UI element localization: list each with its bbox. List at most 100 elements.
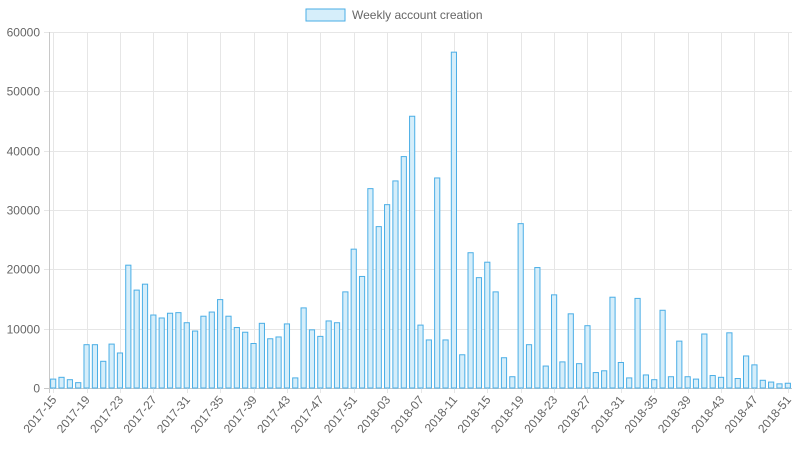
bar[interactable] bbox=[242, 331, 249, 389]
bar[interactable] bbox=[75, 382, 82, 389]
bar[interactable] bbox=[267, 338, 274, 389]
bar[interactable] bbox=[275, 336, 282, 389]
bar[interactable] bbox=[550, 294, 558, 389]
bar[interactable] bbox=[141, 283, 149, 389]
bar[interactable] bbox=[392, 180, 399, 389]
bar[interactable] bbox=[534, 267, 541, 389]
bar[interactable] bbox=[342, 291, 349, 389]
bar[interactable] bbox=[601, 370, 608, 389]
bar[interactable] bbox=[434, 177, 441, 389]
bar[interactable] bbox=[292, 377, 299, 389]
legend[interactable]: Weekly account creation bbox=[305, 8, 483, 22]
bar[interactable] bbox=[116, 352, 124, 389]
bar[interactable] bbox=[58, 376, 65, 389]
bar[interactable] bbox=[358, 275, 366, 389]
bar[interactable] bbox=[83, 344, 90, 389]
bar[interactable] bbox=[692, 378, 700, 389]
bar[interactable] bbox=[133, 289, 140, 389]
x-tick-label: 2018-19 bbox=[488, 393, 527, 436]
x-tick-label: 2017-15 bbox=[20, 393, 59, 436]
bar[interactable] bbox=[717, 376, 725, 389]
bar[interactable] bbox=[333, 322, 341, 389]
legend-swatch[interactable] bbox=[305, 8, 346, 22]
x-tick-label: 2017-43 bbox=[254, 393, 293, 436]
bar[interactable] bbox=[509, 376, 516, 389]
bar[interactable] bbox=[233, 326, 240, 389]
bar[interactable] bbox=[768, 381, 775, 389]
bar[interactable] bbox=[467, 252, 474, 389]
bar[interactable] bbox=[400, 156, 407, 389]
bar[interactable] bbox=[108, 343, 115, 389]
bar[interactable] bbox=[50, 378, 57, 389]
x-tick-label: 2018-11 bbox=[422, 393, 461, 435]
bar[interactable] bbox=[559, 361, 566, 389]
bar[interactable] bbox=[425, 339, 432, 389]
bar[interactable] bbox=[150, 314, 157, 389]
bar[interactable] bbox=[166, 312, 174, 389]
bar[interactable] bbox=[384, 204, 391, 389]
x-tick-label: 2017-27 bbox=[121, 393, 160, 436]
bar[interactable] bbox=[576, 363, 583, 389]
bar[interactable] bbox=[642, 374, 650, 389]
bar[interactable] bbox=[308, 329, 316, 389]
bar[interactable] bbox=[91, 344, 99, 389]
x-tick-label: 2018-51 bbox=[755, 393, 794, 436]
bar[interactable] bbox=[584, 325, 591, 389]
bar[interactable] bbox=[208, 311, 215, 389]
bar[interactable] bbox=[100, 360, 107, 389]
bar[interactable] bbox=[225, 315, 232, 389]
bar[interactable] bbox=[317, 335, 324, 389]
bar[interactable] bbox=[776, 383, 783, 389]
bar[interactable] bbox=[459, 354, 466, 389]
x-tick-label: 2017-31 bbox=[154, 393, 193, 436]
bar[interactable] bbox=[175, 312, 182, 389]
bar[interactable] bbox=[200, 315, 207, 389]
bar[interactable] bbox=[525, 344, 533, 389]
bar[interactable] bbox=[442, 339, 449, 389]
bar[interactable] bbox=[183, 322, 190, 389]
bar[interactable] bbox=[350, 248, 357, 389]
bar[interactable] bbox=[567, 313, 574, 389]
bar[interactable] bbox=[676, 340, 683, 389]
bar[interactable] bbox=[784, 382, 791, 389]
x-tick-label: 2017-23 bbox=[87, 393, 126, 436]
bar[interactable] bbox=[125, 264, 132, 389]
bar[interactable] bbox=[651, 379, 658, 389]
bar[interactable] bbox=[659, 309, 666, 389]
bar[interactable] bbox=[734, 378, 741, 389]
bar[interactable] bbox=[517, 223, 524, 389]
bar[interactable] bbox=[250, 343, 257, 389]
bar[interactable] bbox=[743, 355, 750, 389]
bar[interactable] bbox=[492, 291, 499, 389]
bar[interactable] bbox=[66, 379, 73, 389]
bar[interactable] bbox=[217, 299, 224, 389]
bar[interactable] bbox=[542, 365, 549, 389]
bar[interactable] bbox=[417, 324, 424, 389]
bar[interactable] bbox=[667, 376, 675, 389]
bar[interactable] bbox=[375, 226, 382, 389]
bar[interactable] bbox=[592, 372, 599, 389]
bar[interactable] bbox=[283, 323, 291, 389]
bar[interactable] bbox=[450, 51, 457, 389]
bar[interactable] bbox=[367, 188, 374, 389]
bar[interactable] bbox=[684, 376, 691, 389]
bar[interactable] bbox=[759, 379, 766, 389]
bar[interactable] bbox=[158, 317, 165, 389]
bar[interactable] bbox=[300, 307, 307, 389]
bar[interactable] bbox=[325, 320, 332, 389]
bar[interactable] bbox=[500, 357, 508, 389]
bar[interactable] bbox=[609, 296, 616, 389]
bar[interactable] bbox=[626, 377, 633, 389]
bar[interactable] bbox=[475, 277, 483, 389]
bar[interactable] bbox=[634, 297, 641, 389]
bar[interactable] bbox=[258, 322, 265, 389]
bar[interactable] bbox=[726, 332, 733, 389]
legend-label[interactable]: Weekly account creation bbox=[352, 8, 483, 22]
bar[interactable] bbox=[751, 364, 758, 389]
bar[interactable] bbox=[709, 375, 716, 389]
bar[interactable] bbox=[701, 333, 708, 389]
bar[interactable] bbox=[192, 330, 199, 389]
bar[interactable] bbox=[484, 261, 491, 389]
bar[interactable] bbox=[617, 361, 624, 389]
bar[interactable] bbox=[409, 115, 416, 389]
